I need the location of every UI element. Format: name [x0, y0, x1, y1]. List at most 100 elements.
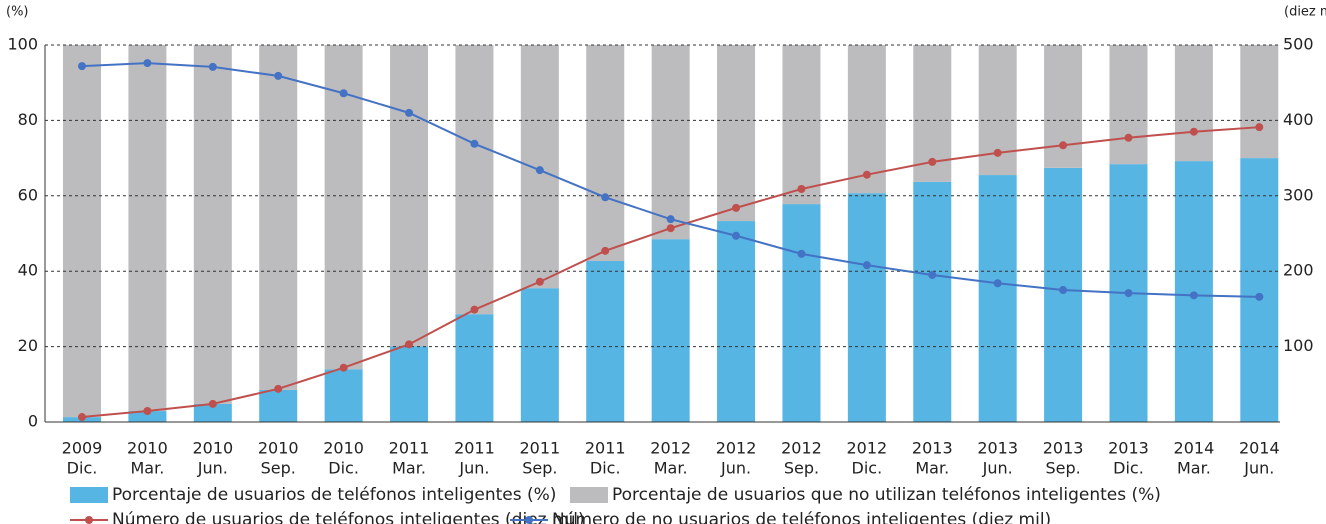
x-tick-label: 2012	[716, 439, 757, 458]
point	[928, 270, 937, 279]
x-tick-label: 2014	[1239, 439, 1280, 458]
bar	[390, 346, 429, 422]
x-tick-label: Mar.	[654, 459, 688, 478]
bar	[651, 45, 690, 240]
x-tick-label: 2012	[847, 439, 888, 458]
bar	[520, 288, 559, 422]
point	[1059, 286, 1068, 295]
x-tick-label: 2011	[585, 439, 626, 458]
point	[797, 185, 806, 194]
point	[470, 139, 479, 148]
x-tick-label: 2013	[1108, 439, 1149, 458]
x-tick-label: Sep.	[522, 459, 557, 478]
point	[993, 279, 1002, 288]
point	[1059, 141, 1068, 150]
y-tick-label: 60	[18, 185, 38, 204]
x-tick-label: 2009	[62, 439, 103, 458]
point	[405, 340, 414, 349]
bar	[1044, 167, 1083, 422]
bar	[913, 181, 952, 422]
x-tick-label: Sep.	[784, 459, 819, 478]
y-tick-label: 0	[28, 412, 38, 431]
x-tick-label: Sep.	[261, 459, 296, 478]
point	[666, 224, 675, 233]
x-tick-label: 2010	[127, 439, 168, 458]
bar	[586, 45, 625, 262]
point	[535, 277, 544, 286]
point	[601, 193, 610, 202]
x-tick-label: 2010	[258, 439, 299, 458]
bar	[1174, 45, 1213, 162]
y-tick-label: 40	[18, 261, 38, 280]
bar	[586, 261, 625, 422]
point	[1189, 291, 1198, 300]
point	[274, 71, 283, 80]
bar	[455, 314, 494, 422]
bar	[717, 221, 756, 422]
x-tick-label: 2014	[1174, 439, 1215, 458]
point	[78, 413, 87, 422]
bar	[455, 45, 494, 315]
point	[1124, 133, 1133, 142]
point	[862, 261, 871, 270]
x-tick-label: 2011	[519, 439, 560, 458]
x-tick-label: Dic.	[590, 459, 621, 478]
point	[993, 148, 1002, 157]
legend-swatch	[70, 487, 108, 503]
point	[274, 384, 283, 393]
y-axis-label: (%)	[6, 5, 29, 20]
x-tick-label: 2011	[454, 439, 495, 458]
x-tick-label: 2010	[192, 439, 233, 458]
bar	[259, 45, 298, 390]
x-tick-label: 2011	[389, 439, 430, 458]
point	[732, 231, 741, 240]
x-tick-label: Mar.	[915, 459, 949, 478]
point	[1189, 127, 1198, 136]
y-tick-label: 100	[7, 35, 38, 54]
x-tick-label: Sep.	[1045, 459, 1080, 478]
point	[143, 59, 152, 68]
x-tick-label: Jun.	[720, 459, 751, 478]
point	[1255, 123, 1264, 132]
point	[208, 62, 217, 71]
x-tick-label: Jun.	[1243, 459, 1274, 478]
x-tick-label: Dic.	[1113, 459, 1144, 478]
bar	[651, 239, 690, 422]
bar	[63, 45, 102, 418]
x-tick-label: Mar.	[1177, 459, 1211, 478]
point	[797, 249, 806, 258]
y2-tick-label: 100	[1283, 336, 1314, 355]
bar	[782, 204, 821, 422]
point	[405, 108, 414, 117]
x-tick-label: 2010	[323, 439, 364, 458]
bar	[193, 403, 232, 422]
y2-tick-label: 400	[1283, 110, 1314, 129]
legend-label: Porcentaje de usuarios que no utilizan t…	[612, 485, 1161, 505]
y-tick-label: 80	[18, 110, 38, 129]
x-tick-label: Mar.	[131, 459, 165, 478]
point	[339, 363, 348, 372]
point	[666, 215, 675, 224]
bar	[782, 45, 821, 205]
legend-label: Número de no usuarios de teléfonos intel…	[552, 510, 1051, 524]
bar	[1044, 45, 1083, 168]
point	[601, 246, 610, 255]
x-tick-label: Jun.	[197, 459, 228, 478]
bar	[847, 45, 886, 194]
x-tick-label: Mar.	[392, 459, 426, 478]
point	[470, 305, 479, 314]
bar	[847, 193, 886, 422]
x-tick-label: Dic.	[852, 459, 883, 478]
bar	[1240, 158, 1279, 422]
legend-label: Número de usuarios de teléfonos intelige…	[112, 510, 585, 524]
legend-swatch	[570, 487, 608, 503]
point	[208, 399, 217, 408]
x-tick-label: Jun.	[458, 459, 489, 478]
point	[732, 203, 741, 212]
x-tick-label: 2013	[912, 439, 953, 458]
x-tick-label: Dic.	[328, 459, 359, 478]
y2-tick-label: 300	[1283, 185, 1314, 204]
point	[1255, 292, 1264, 301]
point	[535, 166, 544, 175]
